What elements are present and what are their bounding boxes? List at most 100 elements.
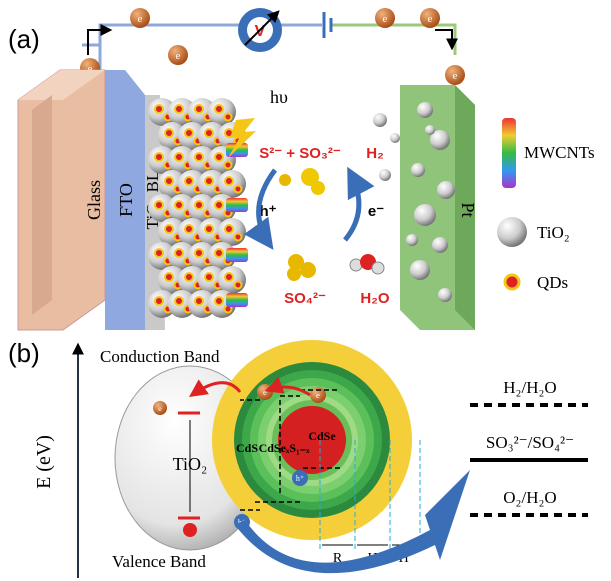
legend-label: MWCNTs bbox=[524, 143, 595, 162]
reaction-label: H₂O bbox=[360, 290, 389, 307]
bubble bbox=[373, 113, 387, 127]
glass-top bbox=[18, 70, 105, 100]
qd bbox=[214, 248, 224, 258]
reaction-arrow bbox=[243, 168, 278, 250]
qd bbox=[194, 200, 204, 210]
reaction-label: S²⁻ + SO₃²⁻ bbox=[259, 145, 341, 162]
qd bbox=[184, 224, 194, 234]
electron-label: e bbox=[138, 13, 143, 25]
current-arrow bbox=[87, 24, 113, 55]
electron bbox=[310, 387, 326, 403]
qd bbox=[164, 128, 174, 138]
qd bbox=[174, 296, 184, 306]
electron-label: e bbox=[383, 13, 388, 25]
molecule bbox=[287, 267, 301, 281]
molecule bbox=[311, 181, 325, 195]
transfer-arrow bbox=[189, 379, 242, 398]
reaction-label: SO₄²⁻ bbox=[284, 290, 326, 307]
lightning bbox=[228, 118, 256, 158]
qd bbox=[154, 248, 164, 258]
qd-shell bbox=[278, 406, 346, 474]
pt-sphere bbox=[414, 204, 436, 226]
band-label: Conduction Band bbox=[100, 347, 220, 366]
qd bbox=[154, 104, 164, 114]
qd bbox=[154, 200, 164, 210]
dim-label: R bbox=[333, 551, 343, 566]
qd bbox=[204, 176, 214, 186]
qd bbox=[214, 296, 224, 306]
pt-sphere bbox=[406, 234, 418, 246]
fto-layer bbox=[105, 70, 145, 330]
redox-label: H₂/H₂O bbox=[503, 378, 556, 397]
qd bbox=[214, 152, 224, 162]
hole-label: h⁺ bbox=[259, 203, 276, 220]
mwcnt bbox=[226, 198, 248, 212]
current-arrow bbox=[435, 29, 458, 51]
pt-sphere bbox=[410, 260, 430, 280]
pt-sphere bbox=[437, 181, 455, 199]
big-arrow bbox=[235, 470, 470, 574]
electron-label: e bbox=[263, 387, 267, 397]
bubble bbox=[379, 169, 391, 181]
legend-label: TiO₂ bbox=[537, 223, 570, 242]
axis-label: E (eV) bbox=[33, 435, 55, 489]
qd bbox=[174, 152, 184, 162]
shell-label: CdSe bbox=[308, 429, 336, 443]
shell-label: CdS bbox=[236, 441, 258, 455]
pt-sphere bbox=[430, 130, 450, 150]
qd bbox=[204, 224, 214, 234]
qd bbox=[164, 176, 174, 186]
electron-label: e⁻ bbox=[368, 203, 384, 220]
redox-label: O₂/H₂O bbox=[503, 488, 556, 507]
qd bbox=[194, 296, 204, 306]
qd bbox=[174, 248, 184, 258]
electron-label: e bbox=[453, 70, 458, 82]
layer-label: FTO bbox=[116, 183, 136, 217]
redox-label: SO₃²⁻/SO₄²⁻ bbox=[486, 433, 574, 452]
qd bbox=[174, 200, 184, 210]
qd bbox=[224, 272, 234, 282]
qd bbox=[223, 112, 233, 122]
qd bbox=[233, 184, 243, 194]
legend-label: QDs bbox=[537, 273, 568, 292]
electron-label: e bbox=[158, 404, 162, 413]
legend-qd bbox=[503, 273, 521, 291]
panel-label: (a) bbox=[8, 24, 40, 54]
qd bbox=[214, 104, 224, 114]
pt-side bbox=[455, 85, 475, 330]
electron bbox=[375, 8, 395, 28]
legend-tio2 bbox=[497, 217, 527, 247]
electron bbox=[130, 8, 150, 28]
bubble bbox=[390, 133, 400, 143]
qd bbox=[214, 200, 224, 210]
electron-label: e bbox=[88, 63, 93, 75]
reaction-arrow bbox=[343, 166, 375, 242]
qd bbox=[224, 224, 234, 234]
molecule bbox=[301, 168, 319, 186]
qd bbox=[184, 128, 194, 138]
voltmeter-label: V bbox=[255, 23, 266, 40]
electron bbox=[445, 65, 465, 85]
hole-label: h⁺ bbox=[296, 474, 304, 483]
molecule bbox=[288, 254, 304, 270]
pt-sphere bbox=[411, 163, 425, 177]
molecule bbox=[371, 261, 385, 275]
hole bbox=[292, 470, 308, 486]
pt-sphere bbox=[432, 237, 448, 253]
needle bbox=[244, 10, 280, 46]
mwcnt bbox=[226, 248, 248, 262]
electron-label: e bbox=[316, 390, 320, 400]
pt-sphere bbox=[425, 125, 435, 135]
qd bbox=[233, 232, 243, 242]
layer-label: Pt bbox=[458, 202, 478, 217]
qd bbox=[224, 176, 234, 186]
qd bbox=[194, 152, 204, 162]
panel-label: (b) bbox=[8, 338, 40, 368]
legend-mwcnt bbox=[502, 118, 516, 188]
qd bbox=[204, 272, 214, 282]
qd bbox=[223, 160, 233, 170]
qd bbox=[174, 104, 184, 114]
reaction-label: H₂ bbox=[366, 145, 384, 162]
qd bbox=[154, 296, 164, 306]
